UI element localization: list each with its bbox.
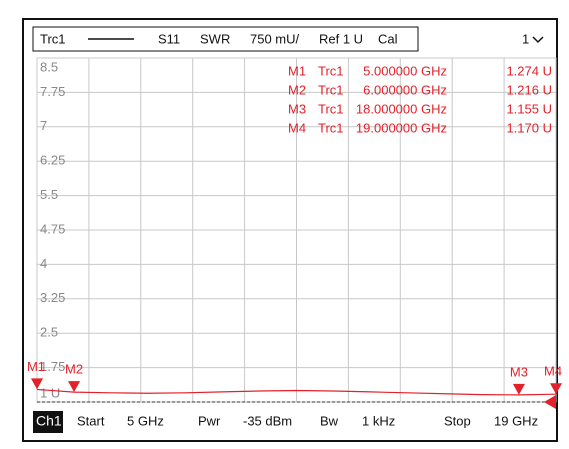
y-tick-label: 7 bbox=[40, 118, 47, 133]
marker-frequency: 5.000000 GHz bbox=[363, 63, 447, 78]
bw-label: Bw bbox=[320, 413, 339, 428]
bw: 1 kHz bbox=[362, 413, 395, 428]
marker-frequency: 6.000000 GHz bbox=[363, 82, 447, 97]
marker-frequency: 19.000000 GHz bbox=[356, 120, 447, 135]
trace bbox=[36, 388, 557, 396]
marker-value: 1.274 U bbox=[506, 63, 552, 78]
y-tick-label: 2.5 bbox=[40, 325, 58, 340]
marker-label: M1 bbox=[27, 359, 45, 374]
power: -35 dBm bbox=[243, 413, 292, 428]
marker-name: M1 bbox=[288, 63, 306, 78]
marker-name: M2 bbox=[288, 82, 306, 97]
marker-trace: Trc1 bbox=[318, 63, 344, 78]
y-tick-label: 4 bbox=[40, 256, 47, 271]
y-tick-label: 7.75 bbox=[40, 84, 65, 99]
frame bbox=[22, 18, 558, 442]
marker-value: 1.155 U bbox=[506, 101, 552, 116]
marker bbox=[31, 378, 43, 390]
cal: Cal bbox=[378, 31, 398, 46]
channel-box[interactable] bbox=[33, 411, 63, 433]
marker-trace: Trc1 bbox=[318, 120, 344, 135]
y-tick-label: 6.25 bbox=[40, 153, 65, 168]
power-label: Pwr bbox=[198, 413, 221, 428]
y-tick-label: 8.5 bbox=[40, 59, 58, 74]
window-number[interactable]: 1 bbox=[522, 31, 529, 46]
y-tick-label: 5.5 bbox=[40, 187, 58, 202]
channel: Ch1 bbox=[36, 413, 62, 429]
marker-value: 1.170 U bbox=[506, 120, 552, 135]
ref-arrow bbox=[544, 395, 556, 409]
marker-label: M4 bbox=[544, 364, 562, 379]
start: 5 GHz bbox=[127, 413, 164, 428]
marker bbox=[512, 383, 525, 395]
marker-value: 1.216 U bbox=[506, 82, 552, 97]
stop: 19 GHz bbox=[494, 413, 538, 428]
ref: Ref 1 U bbox=[319, 31, 363, 46]
marker-label: M2 bbox=[65, 362, 83, 377]
marker-trace: Trc1 bbox=[318, 101, 344, 116]
start-label: Start bbox=[77, 413, 105, 428]
format: SWR bbox=[200, 31, 230, 46]
marker bbox=[68, 381, 81, 393]
y-tick-label: 3.25 bbox=[40, 290, 65, 305]
y-tick-label: 1.75 bbox=[40, 359, 65, 374]
marker-frequency: 18.000000 GHz bbox=[356, 101, 447, 116]
marker-label: M3 bbox=[510, 364, 528, 379]
scale: 750 mU/ bbox=[250, 31, 300, 46]
trace-name: Trc1 bbox=[40, 31, 66, 46]
marker-name: M3 bbox=[288, 101, 306, 116]
stop-label: Stop bbox=[444, 413, 471, 428]
y-tick-label: 1 U bbox=[40, 385, 60, 400]
marker-trace: Trc1 bbox=[318, 82, 344, 97]
marker-name: M4 bbox=[288, 120, 306, 135]
window-chevron[interactable] bbox=[532, 36, 544, 44]
marker bbox=[550, 383, 562, 395]
parameter: S11 bbox=[158, 31, 180, 46]
y-tick-label: 4.75 bbox=[40, 221, 65, 236]
